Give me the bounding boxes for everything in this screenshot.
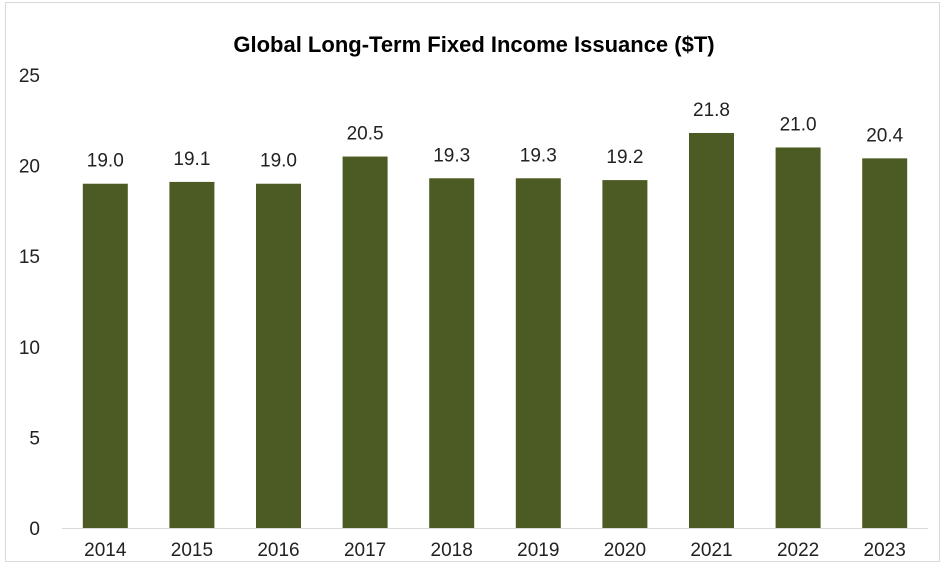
x-tick-label: 2019 <box>517 540 559 561</box>
bar-2015 <box>169 181 215 528</box>
data-label: 21.8 <box>693 100 730 121</box>
data-label: 19.0 <box>260 151 297 172</box>
data-label: 20.5 <box>347 124 384 145</box>
y-tick-label: 10 <box>19 338 40 359</box>
x-tick-label: 2023 <box>864 540 906 561</box>
bar-2023 <box>862 158 908 529</box>
data-label: 21.0 <box>780 114 817 135</box>
bar-2016 <box>256 183 301 528</box>
data-labels: 19.0 19.1 19.0 20.5 19.3 19.3 19.2 21.8 21.0 20.4 <box>87 100 904 172</box>
data-label: 20.4 <box>866 125 903 146</box>
bar-2022 <box>775 147 821 529</box>
bar-2017 <box>342 156 388 529</box>
data-label: 19.1 <box>173 149 210 170</box>
x-tick-label: 2014 <box>84 540 127 561</box>
bar-2018 <box>429 178 475 528</box>
bar-2021 <box>689 132 734 528</box>
x-tick-label: 2015 <box>171 540 213 561</box>
x-axis-ticks: 2014 2015 2016 2017 2018 2019 2020 2021 2022 2023 <box>84 540 906 561</box>
bars <box>82 132 908 529</box>
bar-2019 <box>515 178 561 528</box>
data-label: 19.2 <box>606 147 643 168</box>
x-tick-label: 2021 <box>690 540 732 561</box>
y-tick-label: 0 <box>29 519 40 540</box>
x-tick-label: 2016 <box>257 540 299 561</box>
x-tick-label: 2018 <box>431 540 473 561</box>
data-label: 19.3 <box>520 145 557 166</box>
data-label: 19.3 <box>433 145 470 166</box>
data-label: 19.0 <box>87 151 124 172</box>
y-tick-label: 15 <box>19 247 40 268</box>
x-tick-label: 2020 <box>604 540 646 561</box>
chart-title: Global Long-Term Fixed Income Issuance (… <box>233 32 714 57</box>
y-tick-label: 25 <box>19 66 40 87</box>
bar-2014 <box>82 183 128 528</box>
y-axis-ticks: 0 5 10 15 20 25 <box>19 66 40 540</box>
y-tick-label: 20 <box>19 157 40 178</box>
bar-2020 <box>602 180 648 528</box>
y-tick-label: 5 <box>29 428 40 449</box>
x-tick-label: 2017 <box>344 540 386 561</box>
x-tick-label: 2022 <box>777 540 819 561</box>
